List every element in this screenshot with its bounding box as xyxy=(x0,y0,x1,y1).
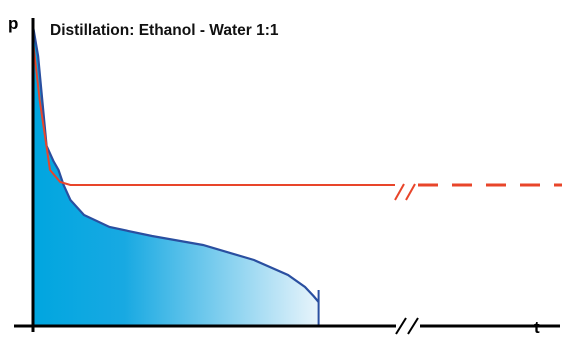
y-axis-label: p xyxy=(8,14,19,33)
red-curve-break-mark xyxy=(394,183,416,201)
chart-title: Distillation: Ethanol - Water 1:1 xyxy=(50,22,279,39)
blue-curve-line xyxy=(31,25,320,303)
blue-curve-area xyxy=(33,26,319,326)
x-axis-break-mark xyxy=(395,317,420,335)
x-axis-label: t xyxy=(534,318,540,337)
red-curve-line xyxy=(32,40,395,186)
